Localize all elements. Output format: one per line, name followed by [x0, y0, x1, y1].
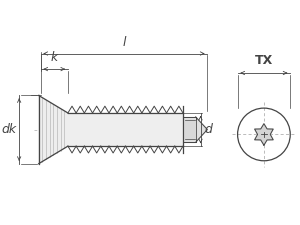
Polygon shape: [255, 124, 273, 145]
Text: l: l: [122, 36, 126, 49]
Text: d: d: [204, 123, 212, 136]
Polygon shape: [39, 95, 68, 164]
Polygon shape: [185, 120, 195, 139]
Polygon shape: [68, 113, 183, 146]
Polygon shape: [183, 117, 196, 142]
Text: TX: TX: [255, 54, 273, 67]
Text: dk: dk: [1, 123, 16, 136]
Polygon shape: [196, 117, 207, 142]
Text: k: k: [51, 51, 58, 64]
